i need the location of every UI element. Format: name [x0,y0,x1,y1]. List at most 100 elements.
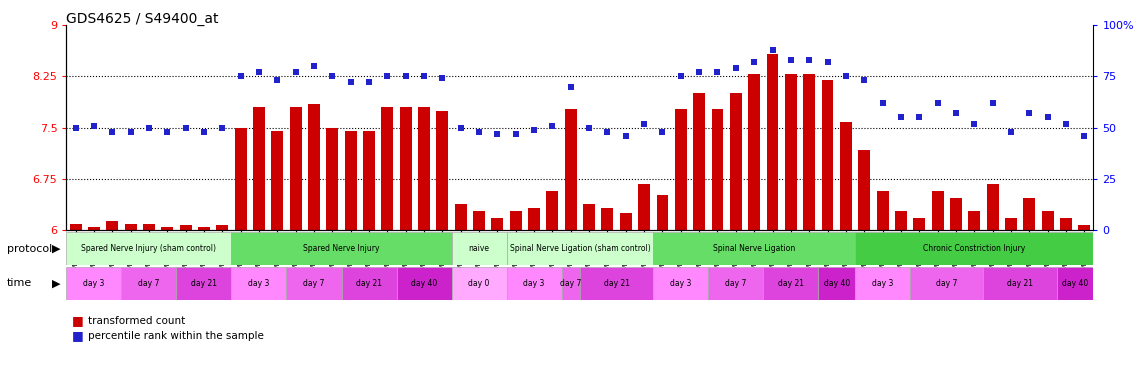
Text: day 21: day 21 [603,279,630,288]
Bar [764,267,819,300]
Bar [198,227,210,230]
Bar [969,211,980,230]
Bar [70,223,81,230]
Point [709,69,727,75]
Bar [253,107,264,230]
Text: ■: ■ [72,314,84,327]
Bar [381,107,394,230]
Point [140,124,158,131]
Point [581,124,599,131]
Bar [231,232,451,265]
Point [378,73,396,79]
Text: day 7: day 7 [560,279,582,288]
Point [1002,129,1020,135]
Bar [656,195,669,230]
Bar [235,127,246,230]
Point [635,121,654,127]
Text: day 21: day 21 [191,279,216,288]
Bar [693,93,705,230]
Text: day 40: day 40 [411,279,437,288]
Point [433,75,451,81]
Bar [1024,197,1035,230]
Point [103,129,121,135]
Bar [106,222,118,230]
Point [121,129,140,135]
Point [965,121,984,127]
Bar [709,267,764,300]
Text: Chronic Constriction Injury: Chronic Constriction Injury [923,244,1026,253]
Bar [748,74,760,230]
Bar [418,107,431,230]
Text: day 21: day 21 [777,279,804,288]
Bar [583,204,595,230]
Bar [176,267,231,300]
Point [524,127,543,133]
Text: day 40: day 40 [1063,279,1088,288]
Point [414,73,433,79]
Bar [231,267,286,300]
Bar [506,267,561,300]
Point [323,73,341,79]
Text: ■: ■ [72,329,84,343]
Bar [654,232,855,265]
Point [819,59,837,65]
Bar [363,131,376,230]
Text: day 21: day 21 [356,279,382,288]
Point [800,57,819,63]
Point [984,100,1002,106]
Bar [766,54,779,230]
Bar [125,223,136,230]
Point [1039,114,1057,121]
Bar [654,267,709,300]
Text: day 7: day 7 [139,279,159,288]
Bar [711,109,724,230]
Bar [822,80,834,230]
Bar [984,267,1057,300]
Text: Spared Nerve Injury: Spared Nerve Injury [303,244,380,253]
Bar [473,211,485,230]
Text: day 21: day 21 [1008,279,1033,288]
Text: day 0: day 0 [468,279,490,288]
Bar [506,232,654,265]
Bar [1057,267,1093,300]
Bar [326,127,338,230]
Bar [987,184,998,230]
Text: day 3: day 3 [523,279,545,288]
Bar [451,232,506,265]
Point [782,57,800,63]
Point [469,129,488,135]
Point [488,131,506,137]
Text: ▶: ▶ [53,243,61,254]
Bar [914,218,925,230]
Bar [290,107,301,230]
Bar [804,74,815,230]
Point [599,129,617,135]
Point [654,129,672,135]
Bar [729,93,742,230]
Point [837,73,855,79]
Bar [143,223,155,230]
Bar [66,232,231,265]
Bar [66,267,121,300]
Point [213,124,231,131]
Point [892,114,910,121]
Text: day 3: day 3 [670,279,692,288]
Bar [308,104,319,230]
Bar [271,131,283,230]
Bar [400,107,412,230]
Bar [161,227,173,230]
Text: Spared Nerve Injury (sham control): Spared Nerve Injury (sham control) [81,244,216,253]
Point [1020,110,1039,116]
Text: naive: naive [468,244,490,253]
Bar [88,227,100,230]
Text: day 3: day 3 [871,279,893,288]
Bar [859,150,870,230]
Text: percentile rank within the sample: percentile rank within the sample [88,331,264,341]
Bar [601,209,614,230]
Point [506,131,524,137]
Bar [286,267,341,300]
Bar [564,109,577,230]
Point [929,100,947,106]
Bar [180,225,191,230]
Text: day 3: day 3 [84,279,104,288]
